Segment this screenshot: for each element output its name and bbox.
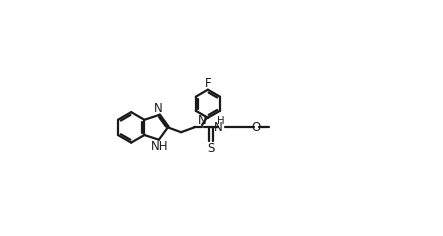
Text: N: N	[198, 114, 206, 127]
Text: H: H	[218, 116, 225, 126]
Text: N: N	[214, 121, 223, 134]
Text: O: O	[252, 121, 261, 134]
Text: NH: NH	[151, 140, 169, 153]
Text: N: N	[154, 102, 162, 115]
Text: S: S	[207, 142, 215, 155]
Text: F: F	[205, 77, 211, 90]
